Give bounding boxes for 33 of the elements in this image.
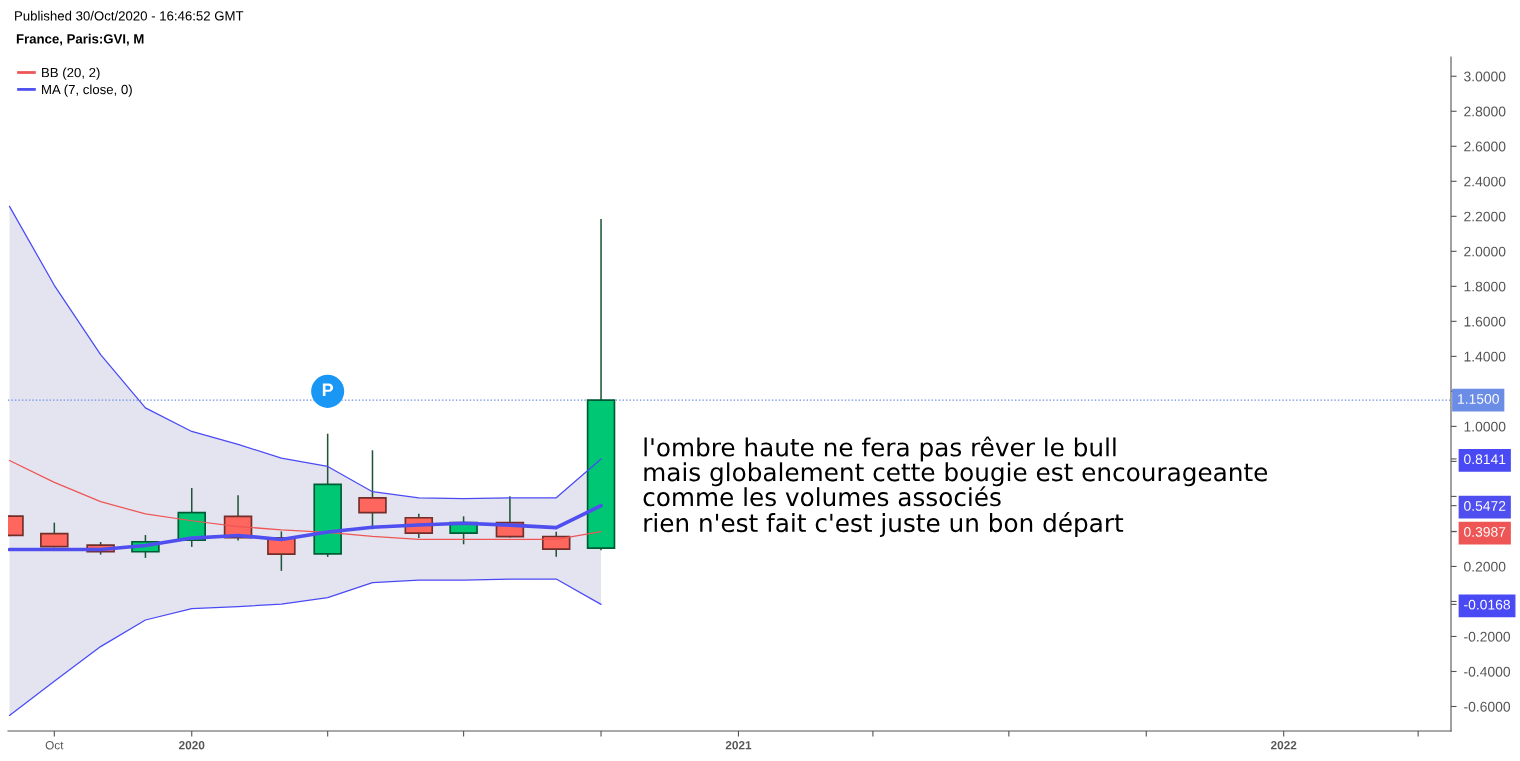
y-tick-label: 1.4000 (1464, 351, 1506, 362)
x-tick-label: Oct (45, 741, 64, 750)
y-tick-label: 1.8000 (1464, 281, 1506, 292)
legend-label: BB (20, 2) (42, 67, 100, 80)
y-tick-label: 2.6000 (1464, 141, 1506, 152)
y-tick-label: 3.0000 (1464, 71, 1506, 82)
y-tick-label: 1.6000 (1464, 316, 1506, 327)
y-tick-label: 0.8141 (1464, 454, 1506, 465)
line-series (8, 205, 602, 500)
chart-title: France, Paris:GVI, M (16, 33, 144, 46)
annotation: P (322, 383, 334, 397)
annotation: l'ombre haute ne fera pas rêver le bull mais globalement cette bougie est encourageante comme les volumes associés rien n'est fait c'est juste un bon départ (643, 436, 1268, 538)
y-tick-label: 2.0000 (1464, 246, 1506, 257)
y-tick-label: 0.3987 (1464, 526, 1506, 537)
line-series (8, 578, 602, 717)
y-tick-label: -0.6000 (1464, 701, 1511, 712)
y-tick-label: 1.0000 (1464, 421, 1506, 432)
y-tick-label: 2.2000 (1464, 211, 1506, 222)
y-tick-label: -0.4000 (1464, 666, 1511, 677)
line-series (8, 459, 602, 540)
line-series (8, 503, 603, 552)
x-tick-label: 2022 (1270, 741, 1297, 750)
y-tick-label: 2.4000 (1464, 176, 1506, 187)
text: Published 30/Oct/2020 - 16:46:52 GMT (15, 10, 244, 21)
x-tick-label: 2021 (725, 741, 752, 750)
y-tick-label: -0.2000 (1464, 631, 1511, 642)
y-tick-label: 0.2000 (1464, 561, 1506, 572)
legend-label: MA (7, close, 0) (42, 84, 132, 97)
x-tick-label: 2020 (179, 741, 205, 750)
y-tick-label: 2.8000 (1464, 106, 1506, 117)
y-tick-label: 0.5472 (1464, 500, 1506, 511)
ref-line-label: 1.1500 (1458, 394, 1499, 404)
y-tick-label: -0.0168 (1464, 599, 1510, 610)
